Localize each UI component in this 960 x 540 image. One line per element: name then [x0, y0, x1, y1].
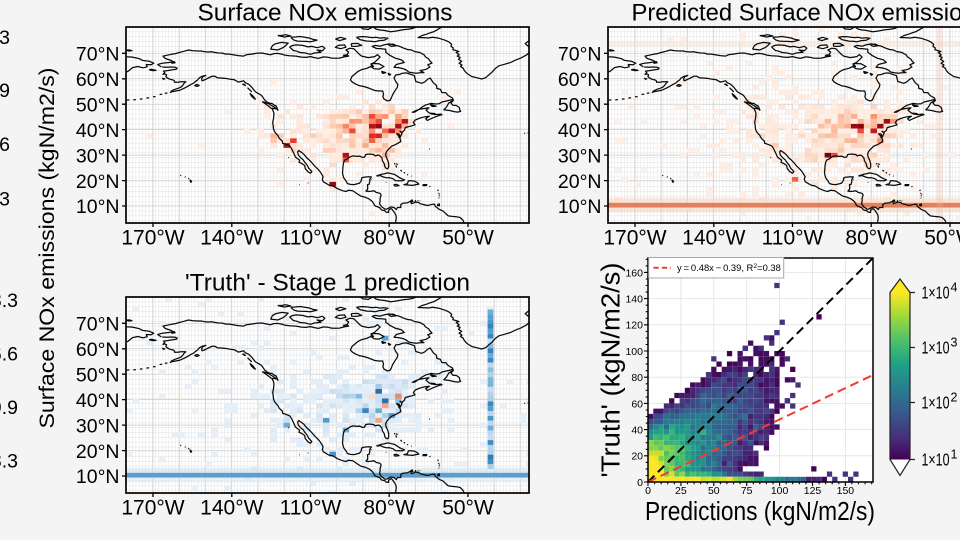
svg-text:60°N: 60°N — [558, 69, 602, 91]
svg-text:75: 75 — [741, 485, 753, 497]
svg-text:150: 150 — [837, 485, 855, 497]
svg-text:1×10: 1×10 — [922, 393, 950, 413]
svg-text:10°N: 10°N — [558, 196, 602, 218]
svg-text:160: 160 — [625, 267, 643, 279]
svg-text:80°W: 80°W — [845, 227, 897, 250]
svg-text:y = 0.48x − 0.39, R2=0.38: y = 0.48x − 0.39, R2=0.38 — [677, 262, 781, 273]
svg-text:20°N: 20°N — [76, 441, 120, 463]
svg-text:140°W: 140°W — [200, 497, 263, 520]
svg-text:'Truth' (kgN/m2/s): 'Truth' (kgN/m2/s) — [598, 263, 626, 478]
svg-text:9.9: 9.9 — [0, 397, 18, 419]
svg-text:120: 120 — [625, 320, 643, 332]
svg-text:100: 100 — [771, 485, 789, 497]
svg-text:70°N: 70°N — [76, 44, 120, 66]
svg-text:110°W: 110°W — [280, 227, 342, 250]
svg-text:110°W: 110°W — [280, 497, 342, 520]
svg-text:50°N: 50°N — [76, 94, 120, 116]
svg-text:40°N: 40°N — [558, 120, 602, 142]
svg-text:30°N: 30°N — [76, 415, 120, 437]
svg-text:50: 50 — [708, 485, 720, 497]
svg-text:80°W: 80°W — [363, 227, 415, 250]
svg-text:140: 140 — [625, 294, 643, 306]
svg-text:1×10: 1×10 — [922, 283, 950, 303]
svg-text:Predicted Surface NOx emission: Predicted Surface NOx emissions — [632, 0, 960, 27]
svg-text:140°W: 140°W — [682, 227, 745, 250]
svg-text:80: 80 — [631, 372, 643, 384]
svg-text:20°N: 20°N — [76, 171, 120, 193]
svg-text:170°W: 170°W — [603, 227, 666, 250]
svg-text:70°N: 70°N — [558, 44, 602, 66]
svg-text:2: 2 — [951, 391, 958, 405]
svg-text:1: 1 — [951, 448, 958, 462]
svg-text:40°N: 40°N — [76, 390, 120, 412]
svg-text:3.3: 3.3 — [0, 451, 18, 473]
svg-text:Surface NOx emissions: Surface NOx emissions — [198, 0, 453, 27]
svg-text:3: 3 — [0, 189, 10, 211]
svg-text:9: 9 — [0, 80, 10, 102]
svg-text:4: 4 — [951, 281, 958, 295]
svg-text:20°N: 20°N — [558, 171, 602, 193]
svg-text:3.3: 3.3 — [0, 290, 18, 312]
svg-text:1×10: 1×10 — [922, 338, 950, 358]
svg-text:60: 60 — [631, 398, 643, 410]
svg-text:6: 6 — [0, 134, 10, 156]
svg-text:100: 100 — [625, 346, 643, 358]
svg-text:140°W: 140°W — [200, 227, 263, 250]
svg-text:40: 40 — [631, 425, 643, 437]
svg-text:25: 25 — [675, 485, 687, 497]
svg-text:60°N: 60°N — [76, 339, 120, 361]
svg-text:20: 20 — [631, 451, 643, 463]
svg-text:0: 0 — [637, 477, 643, 489]
svg-text:50°N: 50°N — [558, 94, 602, 116]
svg-text:Surface NOx emissions (kgN/m2/: Surface NOx emissions (kgN/m2/s) — [36, 68, 59, 429]
svg-text:30°N: 30°N — [558, 145, 602, 167]
svg-text:170°W: 170°W — [121, 227, 184, 250]
svg-text:50°N: 50°N — [76, 364, 120, 386]
svg-text:6.6: 6.6 — [0, 344, 18, 366]
svg-text:50°W: 50°W — [924, 227, 960, 250]
svg-text:50°W: 50°W — [442, 227, 494, 250]
svg-text:Predictions (kgN/m2/s): Predictions (kgN/m2/s) — [645, 498, 875, 526]
svg-text:3: 3 — [0, 27, 10, 49]
svg-text:1×10: 1×10 — [922, 450, 950, 470]
svg-text:60°N: 60°N — [76, 69, 120, 91]
svg-text:70°N: 70°N — [76, 314, 120, 336]
svg-text:3: 3 — [951, 336, 958, 350]
svg-text:10°N: 10°N — [76, 196, 120, 218]
svg-text:30°N: 30°N — [76, 145, 120, 167]
svg-text:110°W: 110°W — [762, 227, 824, 250]
svg-text:80°W: 80°W — [363, 497, 415, 520]
svg-text:50°W: 50°W — [442, 497, 494, 520]
svg-text:170°W: 170°W — [121, 497, 184, 520]
svg-text:10°N: 10°N — [76, 466, 120, 488]
svg-text:'Truth' - Stage 1 prediction: 'Truth' - Stage 1 prediction — [185, 270, 470, 297]
svg-text:0: 0 — [645, 485, 651, 497]
svg-text:125: 125 — [804, 485, 822, 497]
svg-text:40°N: 40°N — [76, 120, 120, 142]
